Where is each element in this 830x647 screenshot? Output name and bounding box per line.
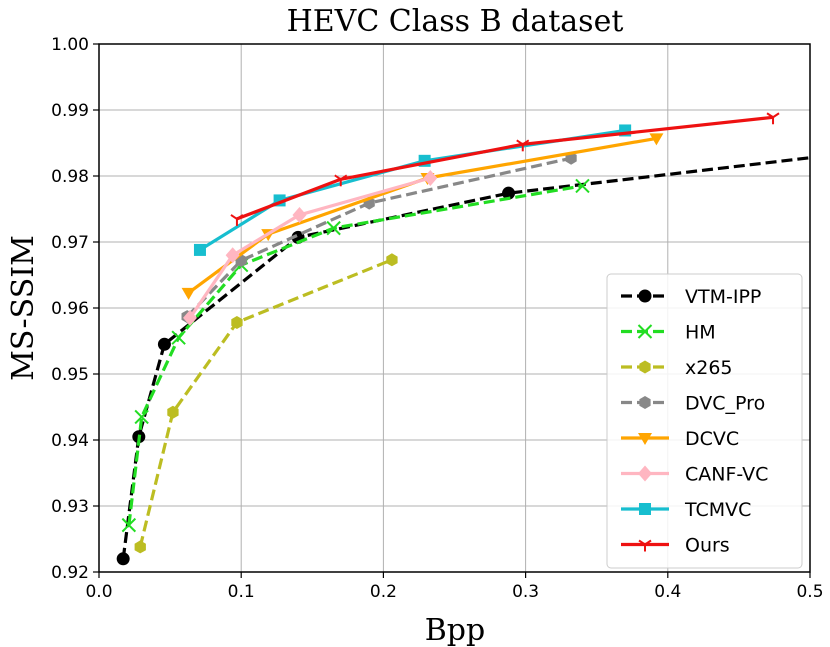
series-ours (230, 112, 780, 226)
legend-entry-dcvc: DCVC (621, 428, 739, 450)
legend-marker (638, 433, 652, 445)
x-tick-label: 0.2 (370, 582, 397, 602)
legend-entry-dvc-pro: DVC_Pro (621, 393, 765, 415)
legend-label: DVC_Pro (685, 393, 765, 415)
data-point-canf-vc (225, 247, 240, 264)
x-tick-label: 0.4 (654, 582, 681, 602)
y-tick-label: 0.98 (51, 167, 89, 187)
series-layer (116, 112, 810, 566)
series-hm (121, 178, 590, 533)
legend-label: DCVC (685, 428, 739, 450)
data-point-x265 (386, 253, 398, 267)
y-tick-label: 0.97 (51, 233, 89, 253)
ticks: 0.0 0.1 0.2 0.3 0.4 0.5 0.92 0.93 0.94 0.95 0.96 0.… (51, 35, 823, 602)
data-point-canf-vc (423, 169, 438, 186)
data-point-vtm-ipp (116, 552, 130, 566)
legend-label: CANF-VC (685, 464, 768, 486)
legend-marker (638, 465, 652, 482)
legend-entry-x265: x265 (621, 357, 733, 379)
data-point-hm (134, 409, 149, 425)
data-point-canf-vc (183, 309, 198, 326)
legend-entry-tcmvc: TCMVC (621, 499, 751, 521)
legend-marker (638, 289, 652, 303)
data-point-x265 (231, 316, 243, 329)
legend-entry-ours: Ours (621, 535, 730, 557)
legend-marker (637, 324, 653, 339)
chart-title: HEVC Class B dataset (287, 4, 624, 39)
legend-marker (639, 503, 651, 515)
data-point-vtm-ipp (157, 337, 171, 351)
legend-entry-vtm-ipp: VTM-IPP (621, 286, 761, 308)
series-line-canf-vc (188, 176, 431, 319)
data-point-ours (334, 174, 348, 187)
data-point-ours (766, 112, 780, 125)
data-point-hm (171, 330, 186, 345)
data-point-canf-vc (292, 206, 307, 223)
x-tick-label: 0.0 (85, 582, 112, 602)
data-point-dcvc (181, 287, 196, 300)
legend-label: x265 (685, 357, 733, 379)
series-x265 (134, 253, 398, 554)
legend-entry-hm: HM (621, 322, 716, 344)
data-point-hm (326, 220, 341, 236)
series-line-dvc-pro (186, 156, 572, 318)
series-line-hm (127, 184, 583, 526)
y-tick-label: 0.94 (51, 431, 89, 451)
data-point-ours (230, 214, 244, 226)
legend: VTM-IPP HM x265 DVC_Pro DCVC CANF-VC TCMVC Ours (606, 273, 803, 569)
data-point-vtm-ipp (502, 186, 516, 200)
x-tick-label: 0.3 (512, 582, 539, 602)
series-line-ours (236, 115, 774, 221)
legend-label: HM (685, 322, 716, 344)
data-point-ours (516, 139, 530, 152)
y-tick-label: 0.95 (51, 365, 89, 385)
series-canf-vc (183, 169, 438, 326)
data-point-hm (121, 517, 137, 533)
data-point-dcvc (649, 133, 664, 146)
x-tick-label: 0.1 (228, 582, 255, 602)
data-point-tcmvc (619, 124, 632, 137)
legend-label: VTM-IPP (685, 286, 761, 308)
y-tick-label: 0.93 (51, 497, 89, 517)
legend-marker (639, 396, 651, 409)
y-tick-label: 1.00 (51, 35, 89, 55)
data-point-tcmvc (193, 243, 206, 256)
data-point-x265 (134, 540, 146, 554)
data-point-x265 (167, 405, 179, 419)
data-point-hm (575, 178, 590, 194)
x-axis-label: Bpp (425, 613, 485, 647)
legend-entry-canf-vc: CANF-VC (621, 464, 768, 486)
y-tick-label: 0.96 (51, 299, 89, 319)
legend-label: TCMVC (684, 499, 751, 521)
series-line-x265 (138, 258, 393, 548)
legend-marker (639, 360, 651, 374)
legend-label: Ours (685, 535, 730, 557)
legend-marker (638, 539, 652, 552)
y-tick-label: 0.92 (51, 563, 89, 583)
x-tick-label: 0.5 (796, 582, 823, 602)
legend-box (606, 273, 803, 569)
y-axis-label: MS-SSIM (6, 235, 41, 381)
y-tick-label: 0.99 (51, 101, 89, 121)
